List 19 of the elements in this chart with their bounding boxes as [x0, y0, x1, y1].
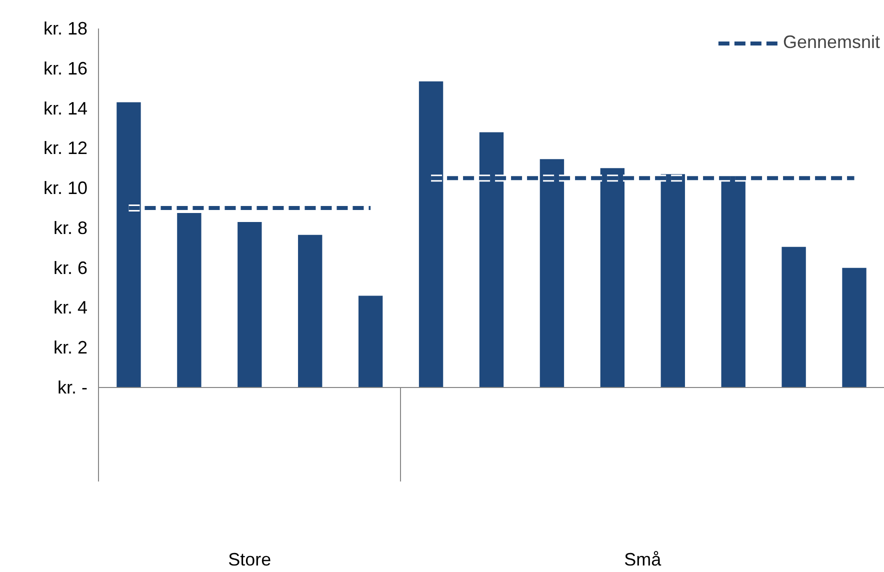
bar: [177, 212, 202, 388]
y-tick-label: kr. 10: [43, 178, 88, 198]
bar: [298, 234, 322, 388]
y-tick-label: kr. 2: [53, 338, 88, 358]
y-tick-label: kr. -: [58, 378, 88, 398]
text: Store: [228, 550, 272, 570]
y-tick-label: kr. 8: [53, 218, 88, 238]
bar: [358, 296, 383, 388]
y-tick-label: kr. 4: [53, 298, 88, 318]
y-tick-label: kr. 18: [43, 18, 88, 38]
bar: [842, 268, 866, 388]
legend-label: Gennemsnit: [782, 32, 880, 53]
y-tick-label: kr. 6: [53, 258, 88, 278]
y-tick-label: kr. 12: [43, 138, 88, 158]
y-tick-label: kr. 14: [43, 98, 88, 118]
bar: [782, 246, 806, 388]
y-tick-label: kr. 16: [43, 58, 88, 78]
bar: [238, 222, 262, 388]
text: Små: [624, 550, 662, 570]
